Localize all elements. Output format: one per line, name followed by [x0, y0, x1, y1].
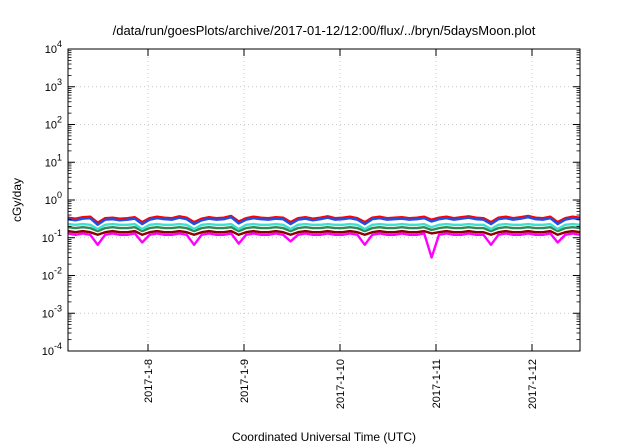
y-tick-label: 10-4: [42, 341, 62, 358]
x-tick-label: 2017-1-10: [335, 359, 347, 409]
x-axis-label: Coordinated Universal Time (UTC): [232, 430, 416, 444]
y-tick-label: 104: [45, 39, 62, 56]
y-tick-label: 103: [45, 77, 62, 94]
y-tick-label: 101: [45, 152, 62, 169]
x-tick-label: 2017-1-12: [527, 359, 539, 409]
chart-title: /data/run/goesPlots/archive/2017-01-12/1…: [113, 23, 536, 38]
x-tick-label: 2017-1-8: [143, 359, 155, 403]
y-tick-label: 102: [45, 115, 62, 132]
y-axis: 10-4 10-3 10-2 10-1 100 101 102 103 104: [42, 39, 580, 358]
y-tick-label: 100: [45, 190, 62, 207]
series-line-2: [67, 229, 581, 237]
grid-lines: [68, 49, 580, 351]
series-line-5: [67, 214, 581, 224]
x-tick-label: 2017-1-9: [239, 359, 251, 403]
y-axis-label: cGy/day: [10, 178, 24, 222]
x-axis: 2017-1-8 2017-1-9 2017-1-10 2017-1-11 2017-1…: [143, 49, 539, 409]
series-layer: [67, 214, 581, 259]
series-line-3: [67, 225, 581, 233]
series-line-1: [67, 232, 581, 259]
series-line-4: [67, 222, 581, 231]
y-tick-label: 10-3: [42, 303, 62, 320]
series-line-6: [67, 215, 581, 227]
y-tick-label: 10-2: [42, 266, 62, 283]
y-tick-label: 10-1: [42, 228, 62, 245]
x-tick-label: 2017-1-11: [431, 359, 443, 408]
